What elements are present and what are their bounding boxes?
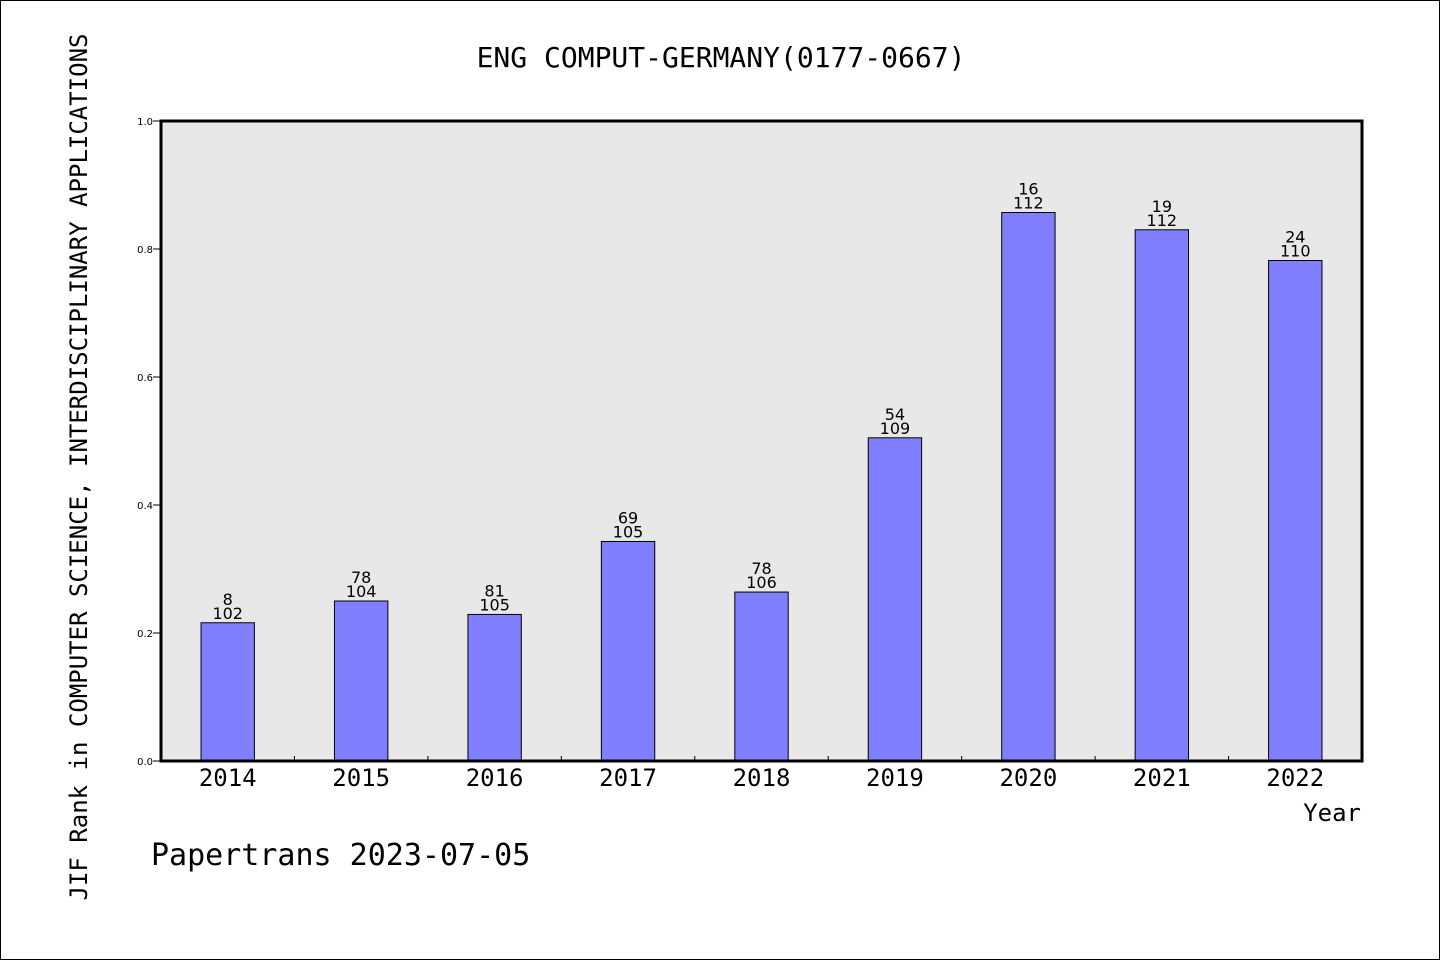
bar-2018 [734, 591, 789, 762]
bar-rank-label: 24 [1285, 228, 1305, 247]
x-axis-label: Year [1303, 799, 1361, 827]
x-tick-label: 2015 [332, 764, 390, 792]
x-tick-label: 2019 [866, 764, 924, 792]
bars [200, 212, 1323, 762]
bar-2019 [867, 437, 923, 762]
bar-total-label: 102 [212, 604, 243, 623]
x-tick-label: 2022 [1266, 764, 1324, 792]
bar-2015 [333, 600, 389, 762]
plot-border [159, 119, 1364, 763]
bar-rank-label: 69 [618, 508, 638, 527]
bar-total-label: 112 [1013, 194, 1044, 213]
bar-rank-label: 54 [885, 405, 905, 424]
bar-rank-label: 81 [484, 581, 504, 600]
y-tick-label: 0.4 [137, 501, 153, 512]
bar-2017 [600, 540, 656, 762]
bar-total-label: 105 [479, 595, 510, 614]
bar-rank-label: 8 [223, 590, 233, 609]
footer-credit: Papertrans 2023-07-05 [151, 838, 530, 873]
bar-rank-label: 78 [351, 568, 371, 587]
bar-rank-label: 78 [751, 559, 771, 578]
x-tick-label: 2016 [466, 764, 524, 792]
y-tick-label: 1.0 [137, 117, 153, 128]
y-tick-label: 0.2 [137, 629, 153, 640]
x-tick-label: 2014 [199, 764, 257, 792]
bar-rank-label: 19 [1152, 197, 1172, 216]
y-axis: 0.0 0.2 0.4 0.6 0.8 1.0 [137, 117, 161, 768]
bar-rank-label: 16 [1018, 180, 1038, 199]
bar-total-label: 109 [880, 419, 911, 438]
x-tick-label: 2017 [599, 764, 657, 792]
y-tick-label: 0.0 [137, 757, 153, 768]
x-tick-label: 2020 [999, 764, 1057, 792]
x-tick-label: 2018 [733, 764, 791, 792]
bar-2014 [200, 622, 255, 762]
bar-total-label: 105 [613, 522, 644, 541]
bar-total-label: 106 [746, 573, 777, 592]
chart-title: ENG COMPUT-GERMANY(0177-0667) [477, 41, 966, 74]
y-tick-label: 0.8 [137, 245, 153, 256]
bar-2021 [1134, 229, 1190, 762]
y-axis-label: JIF Rank in COMPUTER SCIENCE, INTERDISCI… [65, 34, 93, 901]
bar-2016 [467, 613, 522, 762]
bar-2020 [1001, 212, 1056, 762]
bar-total-label: 112 [1147, 211, 1178, 230]
x-axis: 2014 2015 2016 2017 2018 2019 2020 2021 2022 [199, 756, 1324, 792]
y-tick-label: 0.6 [137, 373, 153, 384]
bar-2022 [1268, 260, 1323, 762]
x-tick-label: 2021 [1133, 764, 1191, 792]
bar-total-label: 104 [346, 582, 377, 601]
bar-total-label: 110 [1280, 242, 1311, 261]
